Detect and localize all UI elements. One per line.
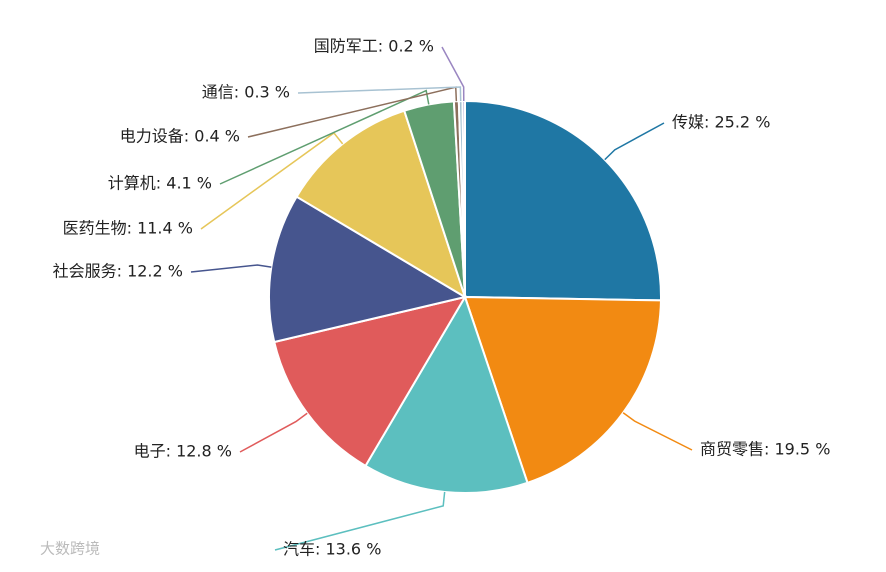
pie-slice: [461, 99, 466, 298]
data-label: 商贸零售: 19.5 %: [700, 440, 830, 459]
pie-slice: [295, 109, 467, 300]
leader-line: [441, 46, 465, 102]
data-label: 汽车: 13.6 %: [283, 540, 381, 559]
watermark: 大数跨境: [40, 540, 100, 558]
data-label: 电力设备: 0.4 %: [120, 127, 240, 146]
leader-line: [190, 264, 272, 273]
leader-line: [274, 491, 446, 551]
data-label: 计算机: 4.1 %: [108, 174, 212, 193]
data-label: 医药生物: 11.4 %: [63, 219, 193, 238]
data-label: 通信: 0.3 %: [202, 83, 290, 102]
data-label: 社会服务: 12.2 %: [53, 262, 183, 281]
pie-slice: [268, 195, 468, 344]
leader-line: [297, 86, 462, 102]
pie-slice: [464, 99, 662, 302]
pie-slice: [463, 295, 662, 485]
leader-line: [219, 89, 430, 185]
leader-line: [622, 412, 693, 451]
pie-slice: [364, 294, 529, 494]
data-label: 国防军工: 0.2 %: [314, 37, 434, 56]
data-label: 电子: 12.8 %: [134, 442, 232, 461]
leader-line: [239, 412, 308, 453]
leader-line: [604, 122, 665, 161]
data-label: 传媒: 25.2 %: [672, 113, 770, 132]
